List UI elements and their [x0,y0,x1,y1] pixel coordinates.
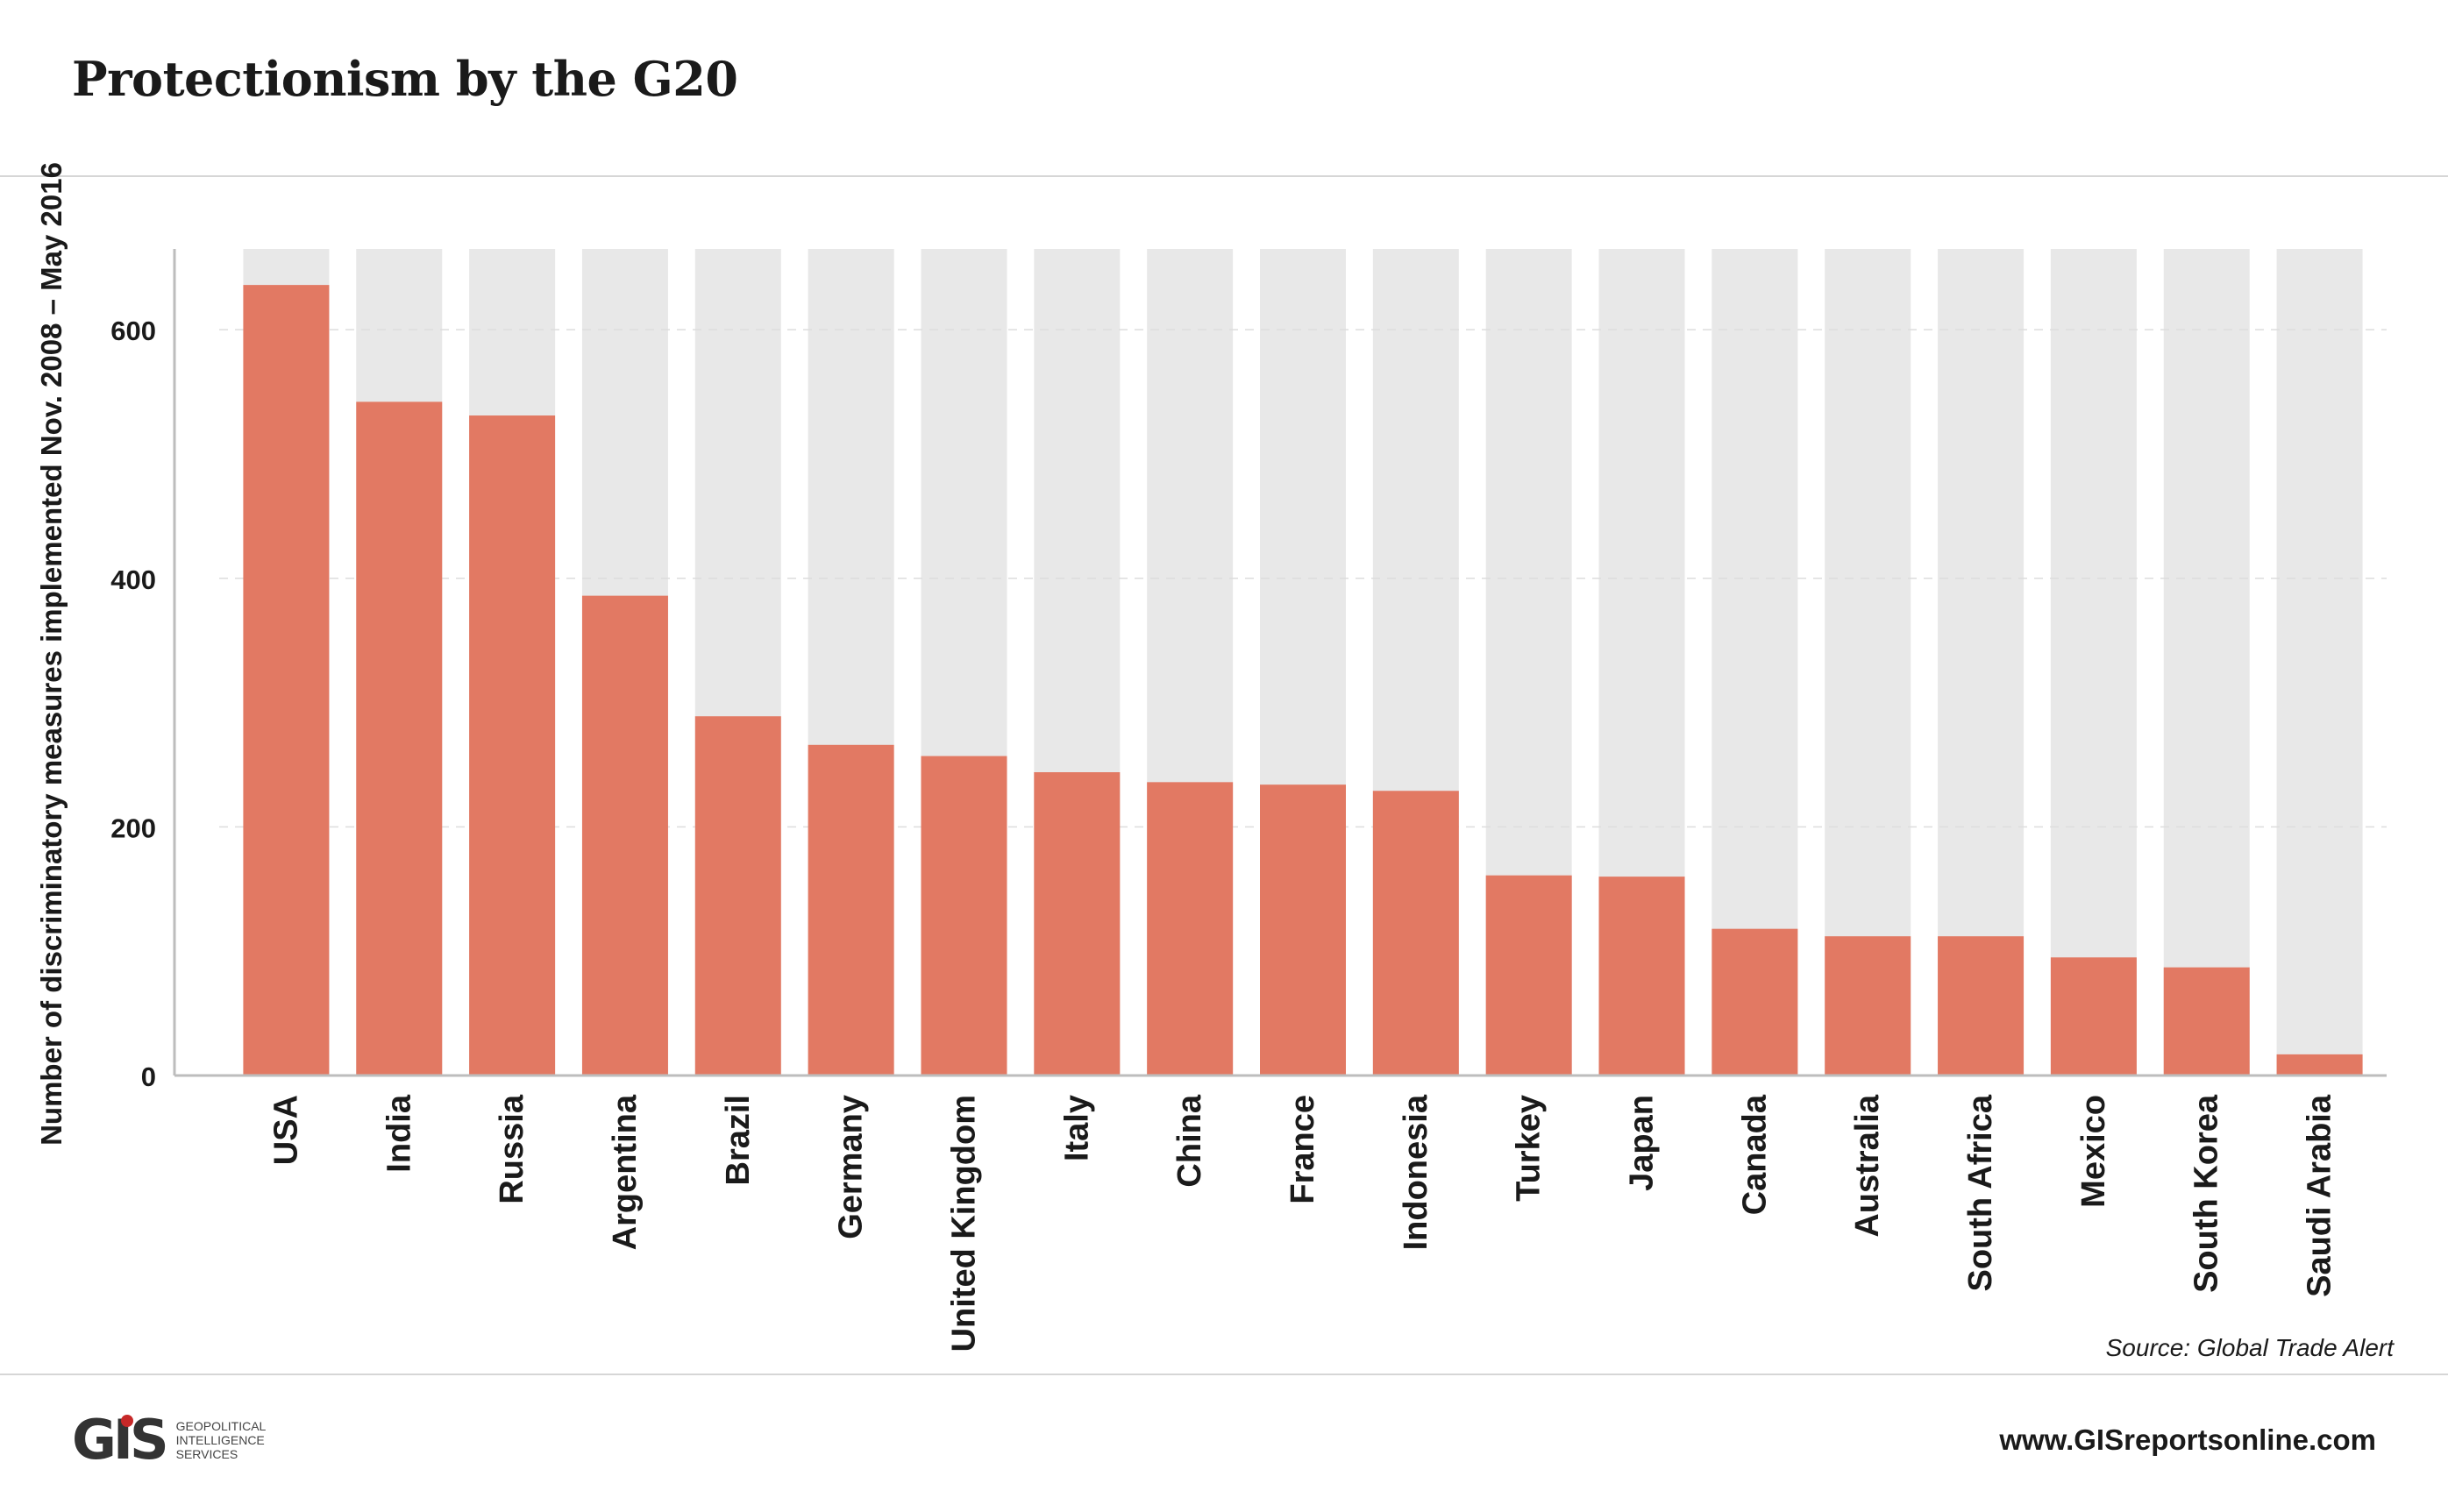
header-divider [0,175,2448,177]
footer-url-link[interactable]: www.GISreportsonline.com [1999,1423,2376,1456]
bar-turkey [1485,875,1572,1075]
x-tick-label: South Korea [2188,1094,2225,1293]
logo-line-3: SERVICES [175,1447,238,1461]
x-tick-label: France [1284,1095,1321,1204]
bar-germany [808,744,894,1075]
x-tick-label: Australia [1849,1094,1886,1237]
bar-india [356,401,443,1075]
gis-logo: GIS GEOPOLITICAL INTELLIGENCE SERVICES [72,1413,266,1467]
bar-brazil [694,716,781,1075]
y-tick-labels: 0 200 400 600 [110,316,156,1092]
bar-south-africa [1938,936,2025,1075]
background-bar [2163,249,2250,1075]
page-title: Protectionism by the G20 [72,51,738,107]
logo-line-1: GEOPOLITICAL [175,1419,267,1433]
x-tick-label: Russia [494,1094,530,1203]
y-tick-label: 400 [110,564,156,595]
y-tick-label: 200 [110,813,156,843]
x-tick-label: USA [267,1095,304,1165]
gridlines [219,329,2387,828]
x-tick-label: Canada [1736,1094,1773,1215]
x-tick-label: Mexico [2075,1095,2112,1208]
logo-dot-icon [121,1415,133,1427]
x-tick-label: Saudi Arabia [2302,1094,2338,1297]
bar-indonesia [1372,791,1459,1075]
bar-usa [243,285,330,1076]
y-tick-label: 0 [141,1061,156,1092]
x-tick-label: Germany [833,1095,870,1239]
logo-line-2: INTELLIGENCE [175,1433,265,1447]
bar-south-korea [2163,967,2250,1075]
data-bars [243,285,2363,1076]
bar-japan [1598,877,1685,1075]
x-tick-label: India [381,1094,417,1173]
bar-united-kingdom [921,756,1007,1075]
logo-mark-text: GIS [72,1408,169,1472]
bar-australia [1825,936,1911,1075]
background-bar [2050,249,2137,1075]
x-tick-label: Turkey [1511,1095,1548,1202]
y-axis-label: Number of discriminatory measures implem… [35,162,68,1146]
source-note: Source: Global Trade Alert [2105,1334,2394,1361]
footer-divider [0,1374,2448,1375]
bar-china [1147,782,1234,1075]
bar-italy [1034,771,1121,1075]
axes [173,249,2387,1077]
x-tick-label: Brazil [720,1095,757,1185]
logo-text: GEOPOLITICAL INTELLIGENCE SERVICES [176,1419,267,1461]
background-bar [2276,249,2363,1075]
x-tick-label: Argentina [607,1094,644,1250]
x-tick-labels: USA India Russia Argentina Brazil Germany Unit… [267,1094,2338,1352]
x-tick-label: Japan [1624,1095,1661,1191]
x-tick-label: China [1171,1094,1208,1187]
bar-france [1260,784,1346,1075]
y-tick-label: 600 [110,316,156,346]
x-tick-label: United Kingdom [945,1095,982,1352]
bar-russia [469,415,556,1075]
x-tick-label: Indonesia [1398,1094,1434,1250]
bar-saudi-arabia [2276,1054,2363,1075]
bar-canada [1711,928,1798,1075]
x-tick-label: South Africa [1962,1094,1999,1291]
bar-mexico [2050,957,2137,1075]
bar-argentina [581,595,668,1075]
x-tick-label: Italy [1058,1095,1095,1161]
logo-mark: GIS [72,1413,169,1467]
